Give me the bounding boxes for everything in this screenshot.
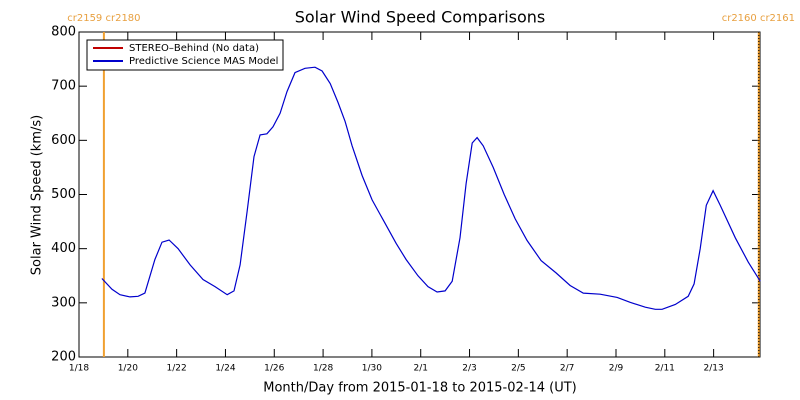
rotation-label: cr2160 cr2161 <box>722 13 795 24</box>
y-tick-label: 700 <box>51 79 76 94</box>
chart-title: Solar Wind Speed Comparisons <box>295 8 546 27</box>
x-tick-label: 2/9 <box>609 364 624 374</box>
y-tick-label: 300 <box>51 295 76 310</box>
x-tick-label: 1/26 <box>264 364 284 374</box>
x-tick-label: 2/5 <box>511 364 525 374</box>
x-tick-label: 2/3 <box>462 364 476 374</box>
x-axis-label: Month/Day from 2015-01-18 to 2015-02-14 … <box>263 381 576 396</box>
x-tick-label: 1/24 <box>215 364 235 374</box>
x-tick-label: 2/1 <box>413 364 427 374</box>
y-tick-label: 500 <box>51 187 76 202</box>
legend-label: Predictive Science MAS Model <box>129 56 278 67</box>
series-line <box>101 66 761 310</box>
x-tick-label: 2/7 <box>560 364 574 374</box>
y-tick-label: 800 <box>51 25 76 40</box>
y-tick-label: 400 <box>51 241 76 256</box>
y-axis-label: Solar Wind Speed (km/s) <box>30 115 45 275</box>
x-tick-label: 1/28 <box>313 364 333 374</box>
x-tick-label: 2/13 <box>704 364 724 374</box>
rotation-label: cr2159 cr2180 <box>67 13 140 24</box>
x-tick-label: 1/18 <box>69 364 89 374</box>
x-tick-label: 2/11 <box>655 364 675 374</box>
x-tick-label: 1/30 <box>362 364 382 374</box>
y-tick-label: 200 <box>51 350 76 365</box>
x-tick-label: 1/22 <box>167 364 187 374</box>
legend-box <box>86 39 284 71</box>
x-tick-label: 1/20 <box>118 364 138 374</box>
y-tick-label: 600 <box>51 133 76 148</box>
legend-label: STEREO–Behind (No data) <box>129 43 259 54</box>
